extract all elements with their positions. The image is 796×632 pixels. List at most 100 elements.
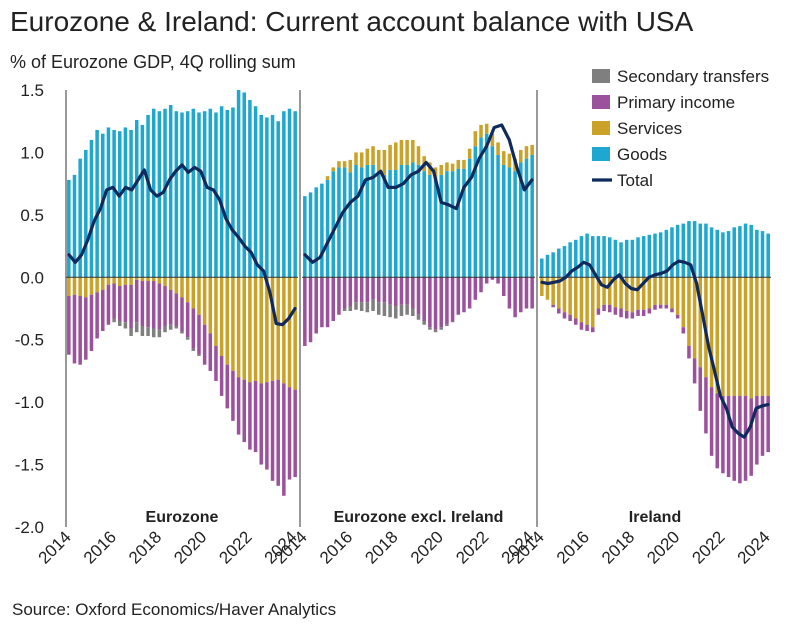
x-tick-label: 2014 [508,527,548,567]
bar-services [630,277,635,313]
bar-primary [276,379,280,486]
bar-services [253,277,258,381]
bar-services [214,277,218,346]
bar-primary [399,277,404,305]
bar-secondary [129,328,133,336]
y-tick-label: -0.5 [15,331,44,350]
bar-primary [456,277,461,315]
bar-goods [433,177,438,278]
bar-goods [704,223,708,278]
bar-services [490,133,495,147]
bar-primary [168,289,173,325]
bar-secondary [118,320,122,326]
bar-primary [647,308,652,314]
bar-services [524,146,529,159]
bar-services [755,277,759,396]
bar-services [180,277,184,298]
bar-goods [726,231,731,278]
bar-primary [473,277,478,300]
bar-goods [72,174,77,278]
bar-primary [484,277,489,284]
bar-services [692,277,697,359]
bar-primary [562,312,567,319]
bar-primary [67,296,71,355]
bar-goods [641,236,646,278]
bar-goods [394,169,398,278]
bar-services [479,124,483,138]
bar-goods [359,167,364,278]
bar-secondary [433,329,438,333]
bar-goods [123,127,128,278]
bar-services [365,148,370,165]
bar-services [219,277,224,356]
bar-primary [715,393,719,469]
bar-goods [479,137,483,278]
bar-services [519,149,523,163]
bar-goods [445,171,449,278]
bar-goods [636,237,640,278]
y-tick-label: 1.0 [20,143,44,162]
bar-goods [168,104,173,278]
bar-goods [721,232,725,278]
bar-goods [484,133,489,278]
bar-primary [331,277,336,321]
bar-services [653,277,657,305]
bar-goods [524,158,529,278]
bar-goods [225,109,230,278]
bar-goods [303,196,307,278]
bar-goods [371,164,375,278]
bar-primary [738,395,742,484]
bar-goods [270,114,275,278]
bar-services [721,277,725,396]
bar-goods [134,119,139,278]
bar-primary [732,395,736,481]
bar-goods [202,111,207,278]
y-tick-label: 0.5 [20,206,44,225]
x-tick-label: 2020 [170,527,210,567]
bar-primary [687,345,691,359]
bar-goods [551,252,555,278]
bar-services [242,277,246,380]
bar-services [540,277,544,297]
bar-services [562,277,567,313]
bar-goods [325,179,330,278]
bar-services [647,277,652,309]
bar-secondary [365,302,370,313]
bar-primary [365,277,370,303]
y-tick-label: 0.0 [20,268,44,287]
bar-goods [287,108,292,278]
bar-primary [303,277,307,346]
bar-goods [106,127,111,278]
legend-label: Secondary transfers [617,67,769,86]
bar-primary [337,277,341,315]
bar-services [342,161,347,168]
bar-primary [530,277,534,309]
bar-primary [146,281,150,328]
bar-goods [112,129,116,278]
legend-swatch [592,69,610,83]
bar-primary [507,277,512,309]
bar-primary [658,304,663,309]
bar-primary [641,309,646,316]
panel-label: Ireland [629,509,681,526]
bar-primary [607,304,612,313]
bar-goods [253,106,258,278]
bar-primary [231,370,235,421]
bar-primary [359,277,364,303]
bar-services [726,277,731,396]
bar-services [738,277,742,396]
bar-services [507,153,512,168]
legend-label: Primary income [617,93,735,112]
bar-primary [428,277,432,328]
bar-services [270,277,275,381]
bar-primary [624,310,629,319]
bar-primary [394,277,398,307]
bar-services [602,277,606,305]
bar-secondary [197,354,201,356]
bar-goods [342,167,347,278]
bar-goods [180,112,184,278]
bar-services [163,277,167,287]
bar-services [619,277,623,309]
bar-primary [585,324,589,331]
bar-goods [276,121,280,278]
